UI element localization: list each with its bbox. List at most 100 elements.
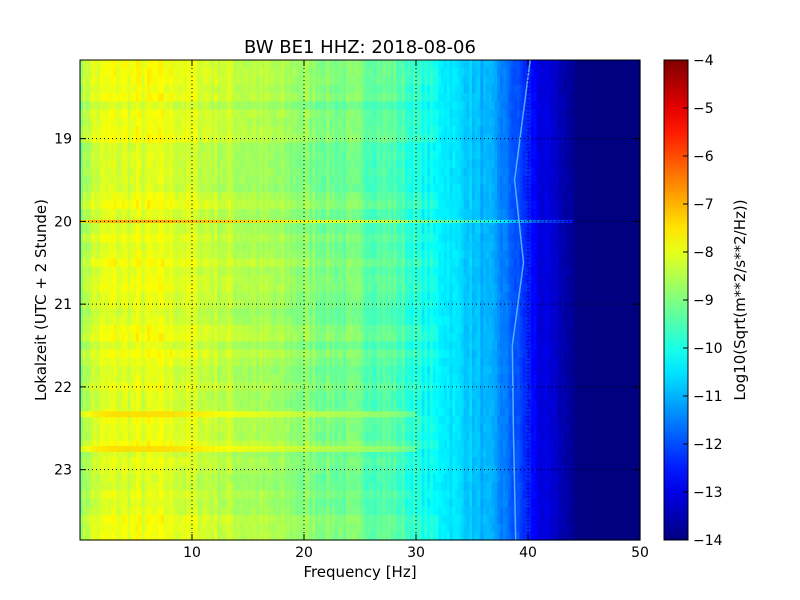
heatmap-cell [460,68,465,78]
heatmap-cell [637,76,641,86]
heatmap-cell [127,142,131,152]
heatmap-cell [253,200,257,210]
heatmap-cell [435,109,439,119]
heatmap-cell [99,101,103,111]
heatmap-cell [586,101,591,111]
heatmap-cell [270,93,274,102]
heatmap-cell [379,60,383,69]
heatmap-cell [267,184,271,194]
heatmap-cell [85,167,89,177]
heatmap-cell [178,151,182,160]
heatmap-cell [172,192,176,202]
heatmap-cell [122,68,126,78]
heatmap-cell [203,250,207,260]
heatmap-cell [256,250,260,260]
heatmap-cell [290,184,294,194]
heatmap-cell [617,258,621,268]
heatmap-cell [446,151,451,160]
heatmap-cell [404,258,409,268]
heatmap-cell [421,117,425,127]
heatmap-cell [374,126,378,136]
heatmap-cell [444,242,448,251]
heatmap-cell [116,68,120,78]
heatmap-cell [458,200,462,210]
heatmap-cell [211,175,215,185]
heatmap-cell [418,76,423,86]
heatmap-cell [292,184,297,194]
heatmap-cell [178,117,182,127]
heatmap-cell [183,117,187,127]
heatmap-cell [306,233,311,243]
heatmap-cell [360,142,364,152]
heatmap-cell [466,250,470,260]
heatmap-cell [298,151,302,160]
heatmap-cell [382,93,386,102]
heatmap-cell [295,109,299,119]
heatmap-cell [239,233,243,243]
heatmap-cell [483,60,487,69]
heatmap-cell [539,225,543,235]
heatmap-cell [452,167,456,177]
heatmap-cell [410,126,414,136]
heatmap-cell [491,159,495,169]
heatmap-cell [463,60,467,69]
heatmap-cell [494,76,498,86]
heatmap-cell [133,84,137,94]
heatmap-cell [178,109,182,119]
heatmap-cell [127,151,131,160]
heatmap-cell [357,200,361,210]
heatmap-cell [147,225,151,235]
heatmap-cell [323,184,327,194]
heatmap-cell [298,84,302,94]
heatmap-cell [586,68,591,78]
heatmap-cell [147,208,151,218]
heatmap-cell [208,225,213,235]
heatmap-cell [449,134,453,144]
heatmap-cell [626,208,630,218]
heatmap-cell [225,109,229,119]
heatmap-cell [102,93,106,102]
heatmap-cell [122,192,126,202]
heatmap-cell [626,84,630,94]
heatmap-cell [581,159,585,169]
heatmap-cell [382,159,386,169]
heatmap-cell [368,159,372,169]
heatmap-cell [399,242,403,251]
heatmap-cell [416,175,420,185]
heatmap-cell [388,60,392,69]
heatmap-cell [449,233,453,243]
heatmap-cell [194,208,199,218]
heatmap-cell [360,242,364,251]
heatmap-cell [396,258,400,268]
heatmap-cell [136,208,140,218]
heatmap-cell [522,151,526,160]
heatmap-cell [166,76,171,86]
heatmap-cell [175,109,179,119]
heatmap-cell [133,167,137,177]
heatmap-cell [124,93,129,102]
heatmap-cell [136,250,140,260]
heatmap-cell [446,68,451,78]
heatmap-cell [80,84,84,94]
heatmap-cell [189,208,193,218]
heatmap-cell [474,159,479,169]
heatmap-cell [284,208,288,218]
heatmap-cell [516,167,521,177]
heatmap-cell [460,126,465,136]
heatmap-cell [631,60,635,69]
heatmap-cell [228,184,232,194]
heatmap-cell [164,233,168,243]
heatmap-cell [561,192,565,202]
heatmap-cell [500,151,504,160]
heatmap-cell [612,101,616,111]
heatmap-cell [256,60,260,69]
heatmap-cell [110,233,115,243]
heatmap-cell [166,175,171,185]
heatmap-cell [110,84,115,94]
heatmap-cell [438,258,442,268]
heatmap-cell [637,200,641,210]
heatmap-cell [592,93,596,102]
heatmap-cell [309,134,313,144]
heatmap-cell [334,68,339,78]
heatmap-cell [144,258,148,268]
